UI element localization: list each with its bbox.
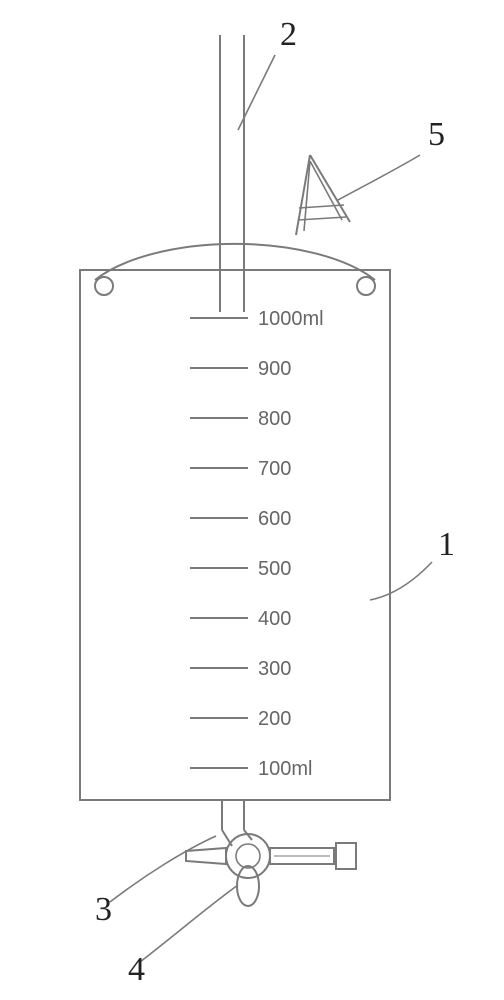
callout-number-2: 2 <box>280 16 297 53</box>
callout-number-1: 1 <box>438 526 455 563</box>
scale-label: 400 <box>258 608 291 630</box>
callout-number-3: 3 <box>95 891 112 928</box>
scale-label: 900 <box>258 358 291 380</box>
scale-label: 300 <box>258 658 291 680</box>
scale-label: 700 <box>258 458 291 480</box>
callout-number-5: 5 <box>428 116 445 153</box>
scale-label: 1000ml <box>258 308 324 330</box>
scale-label: 800 <box>258 408 291 430</box>
callout-number-4: 4 <box>128 951 145 988</box>
scale-label: 100ml <box>258 758 312 780</box>
scale-label: 200 <box>258 708 291 730</box>
scale-label: 500 <box>258 558 291 580</box>
scale-label: 600 <box>258 508 291 530</box>
